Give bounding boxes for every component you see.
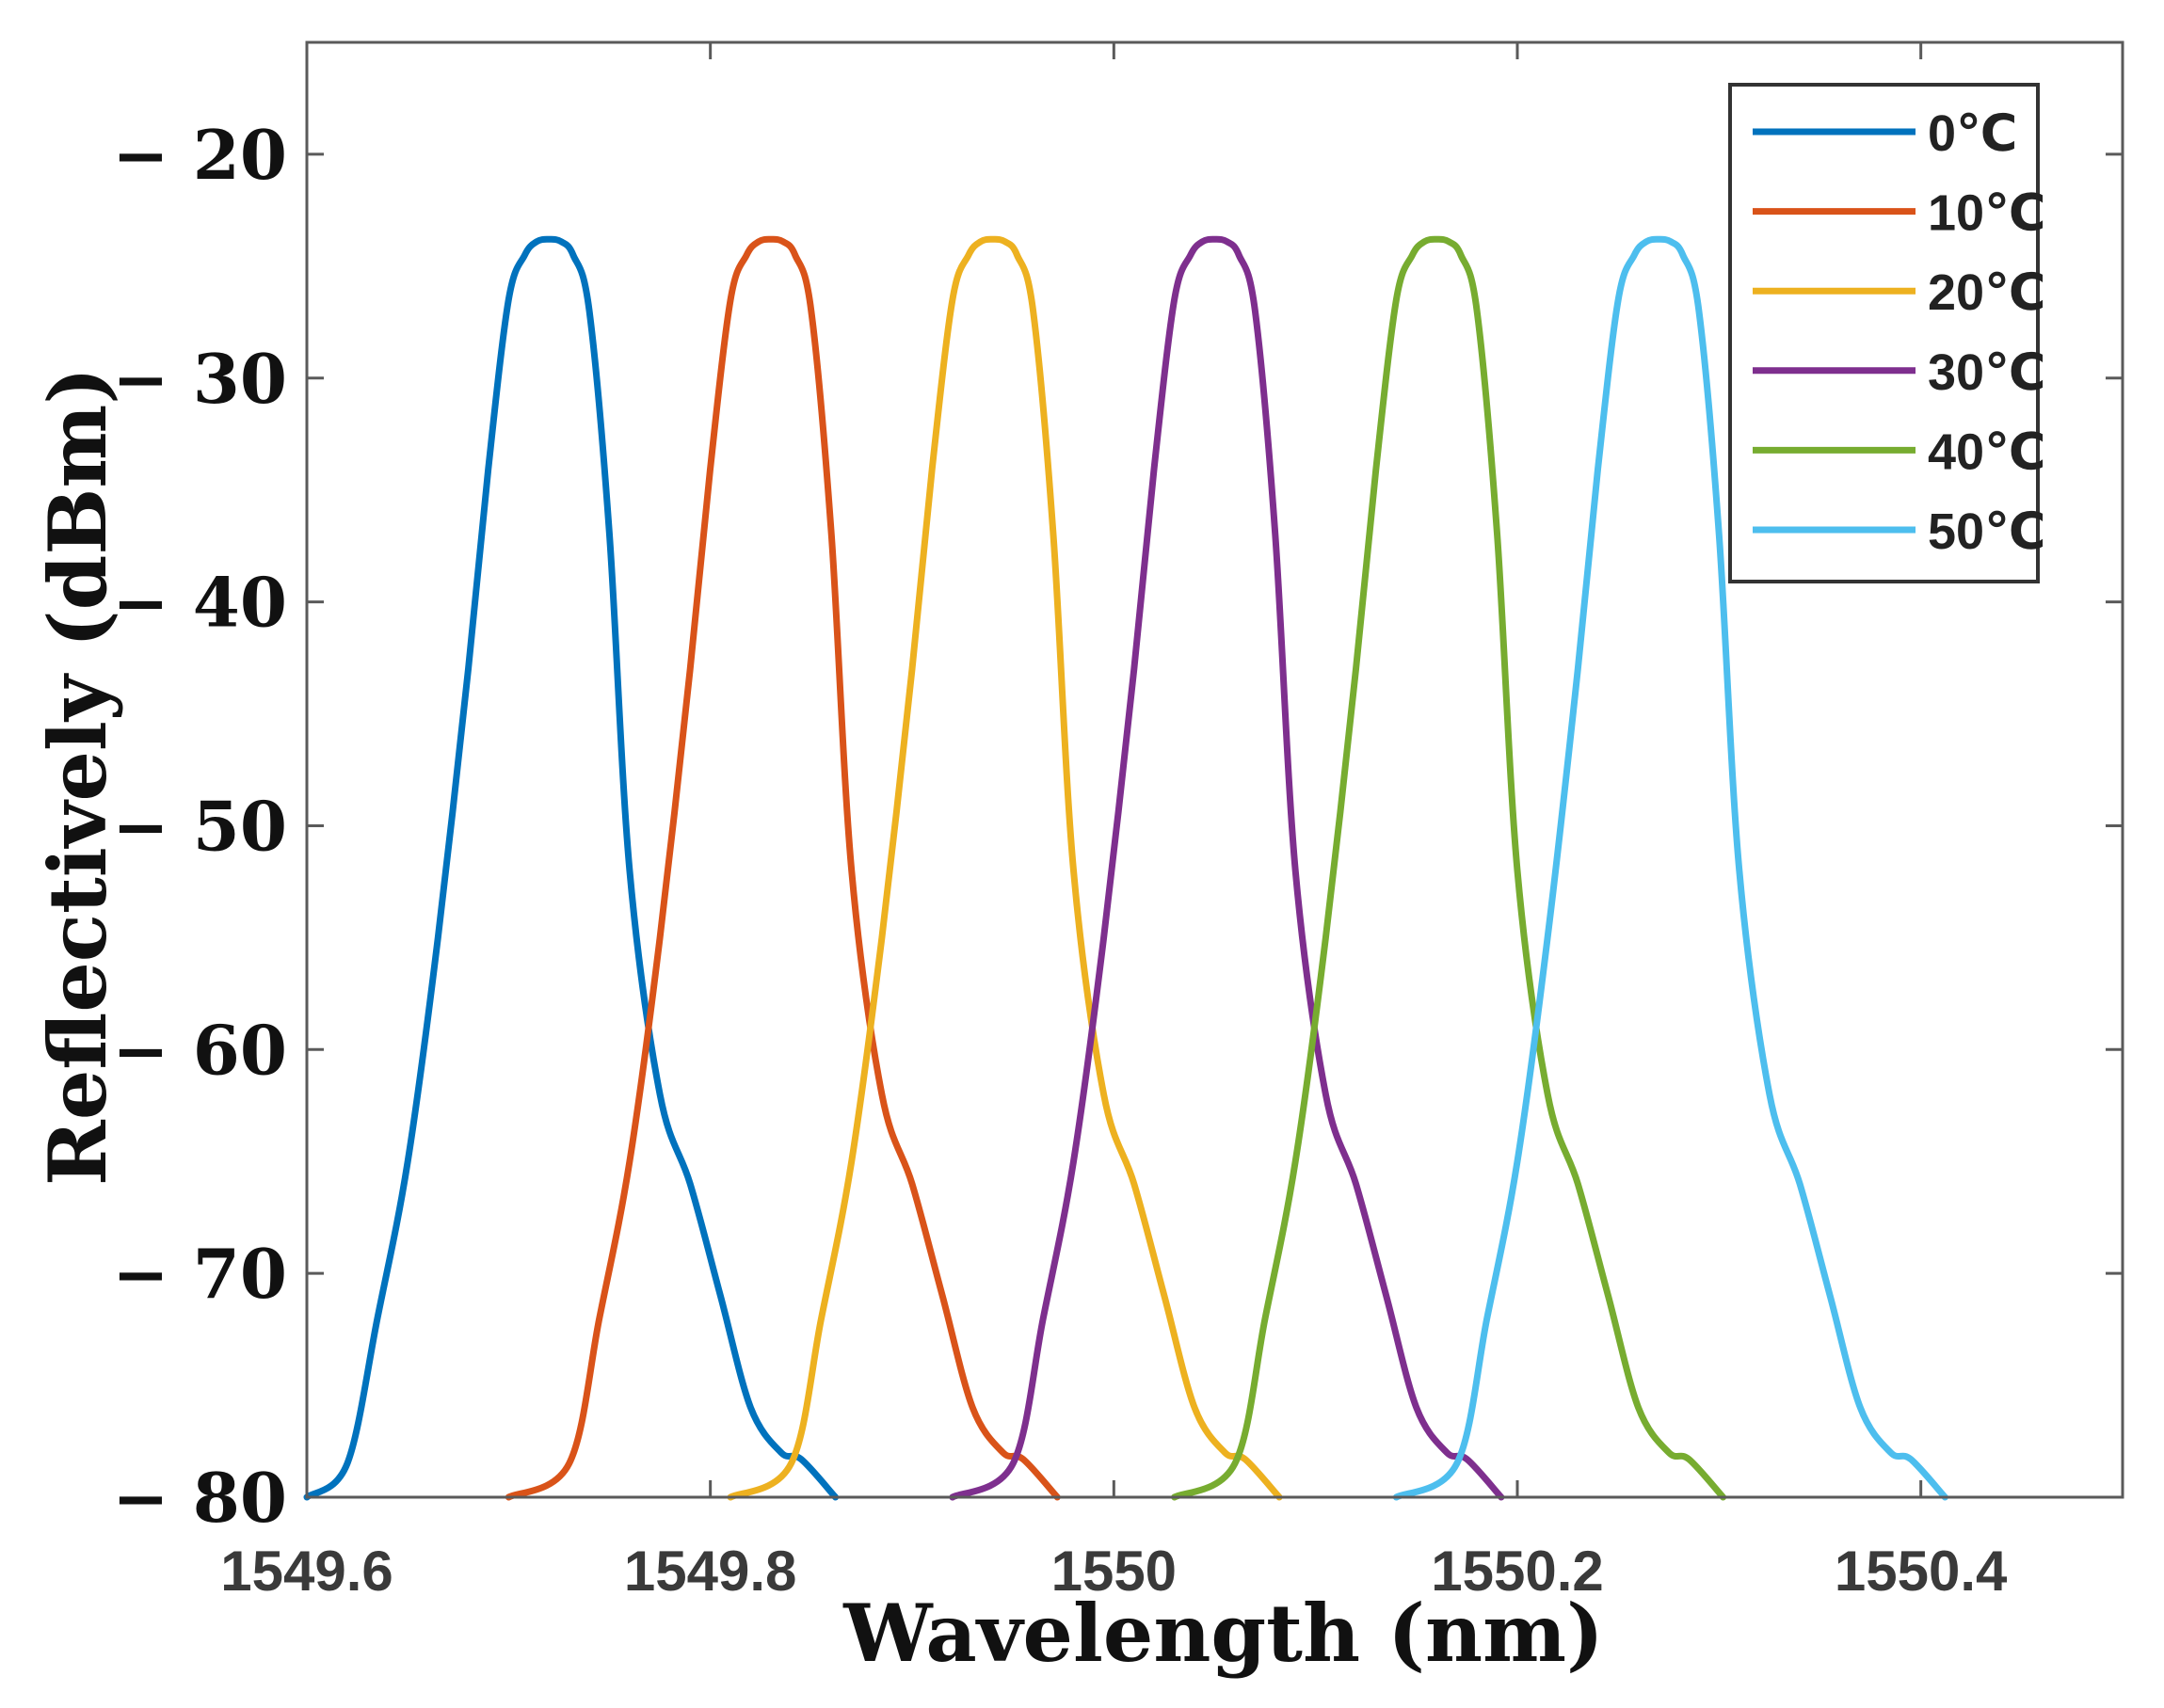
y-tick-label: − 50 [112, 786, 287, 866]
x-tick-label: 1549.8 [624, 1540, 797, 1603]
y-tick-label: − 40 [112, 563, 287, 643]
y-tick-label: − 60 [112, 1010, 287, 1090]
x-axis-title: Wavelength (nm) [842, 1587, 1603, 1680]
x-tick-label: 1549.6 [220, 1540, 393, 1603]
legend-label: 30℃ [1928, 344, 2045, 401]
legend-label: 0℃ [1928, 105, 2017, 162]
y-tick-label: − 80 [112, 1458, 287, 1538]
legend: 0℃ 10℃ 20℃ 30℃ 40℃ 50℃ [1728, 83, 2045, 583]
legend-label: 10℃ [1928, 185, 2045, 242]
y-tick-label: − 20 [112, 115, 287, 195]
series-line-4 [1171, 235, 1727, 1501]
series-line-5 [1392, 235, 1948, 1501]
series-curves [303, 235, 1948, 1501]
x-tick-label: 1550.4 [1835, 1540, 2008, 1603]
series-line-3 [949, 235, 1505, 1501]
plot-area-frame [305, 40, 2124, 1499]
legend-label: 40℃ [1928, 423, 2045, 480]
y-axis-ticks: − 20 − 30 − 40 − 50 − 60 − 70 − 80 [112, 115, 2123, 1538]
y-axis-title: Reflectively (dBm) [31, 367, 124, 1186]
series-line-2 [727, 235, 1283, 1501]
y-tick-label: − 70 [112, 1234, 287, 1314]
legend-box [1728, 83, 2040, 583]
x-tick-label: 1550.2 [1431, 1540, 1604, 1603]
x-tick-label: 1550 [1051, 1540, 1177, 1603]
legend-label: 20℃ [1928, 264, 2045, 321]
series-line-0 [303, 235, 840, 1501]
x-axis-ticks: 1549.6 1549.8 1550 1550.2 1550.4 [220, 42, 2008, 1603]
series-line-1 [505, 235, 1061, 1501]
legend-label: 50℃ [1928, 503, 2045, 560]
y-tick-label: − 30 [112, 339, 287, 419]
